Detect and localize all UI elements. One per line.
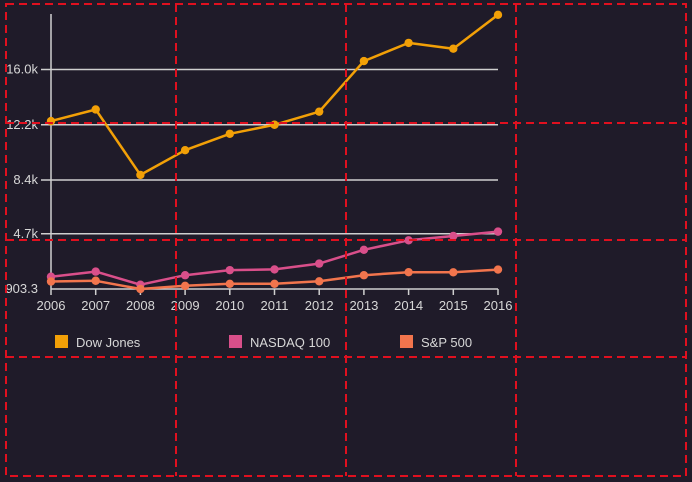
series-line-1 <box>50 230 499 286</box>
data-point[interactable] <box>180 145 190 155</box>
data-point[interactable] <box>91 276 100 285</box>
x-tick-label: 2007 <box>81 298 110 313</box>
data-point[interactable] <box>449 268 458 277</box>
legend-label[interactable]: S&P 500 <box>421 335 472 350</box>
data-point[interactable] <box>136 284 145 294</box>
legend-label[interactable]: Dow Jones <box>76 335 141 350</box>
data-point[interactable] <box>493 265 503 274</box>
data-point[interactable] <box>359 245 369 254</box>
legend-label[interactable]: NASDAQ 100 <box>250 335 330 350</box>
data-point[interactable] <box>404 267 413 277</box>
data-point[interactable] <box>225 279 234 289</box>
legend-swatch[interactable] <box>229 335 242 348</box>
data-point[interactable] <box>91 267 100 276</box>
data-point[interactable] <box>315 259 324 268</box>
data-point[interactable] <box>315 277 324 286</box>
data-point[interactable] <box>315 107 324 116</box>
data-point[interactable] <box>46 277 56 286</box>
y-tick-label: 12.2k <box>6 117 38 132</box>
y-tick-label: 8.4k <box>13 172 38 187</box>
data-point[interactable] <box>180 271 190 280</box>
data-point[interactable] <box>46 116 56 126</box>
data-point[interactable] <box>404 38 413 48</box>
x-tick-label: 2016 <box>484 298 513 313</box>
data-point[interactable] <box>449 44 458 53</box>
data-point[interactable] <box>270 279 279 289</box>
x-tick-label: 2008 <box>126 298 155 313</box>
x-tick-label: 2006 <box>37 298 66 313</box>
x-tick-label: 2012 <box>305 298 334 313</box>
x-tick-label: 2011 <box>261 298 289 313</box>
data-point[interactable] <box>91 105 100 114</box>
legend-swatch[interactable] <box>400 335 413 348</box>
data-point[interactable] <box>225 265 234 275</box>
x-tick-label: 2010 <box>215 298 244 313</box>
y-tick-label: 4.7k <box>13 226 38 241</box>
x-tick-label: 2009 <box>171 298 200 313</box>
data-point[interactable] <box>225 129 234 138</box>
x-tick-label: 2014 <box>394 298 423 313</box>
data-point[interactable] <box>493 227 503 236</box>
series-line-0 <box>50 13 499 177</box>
x-tick-label: 2013 <box>349 298 378 313</box>
data-point[interactable] <box>404 236 413 245</box>
y-tick-label: 903.3 <box>5 281 38 296</box>
legend-swatch[interactable] <box>55 335 68 348</box>
data-point[interactable] <box>359 56 369 66</box>
data-point[interactable] <box>180 281 190 291</box>
data-point[interactable] <box>270 120 279 129</box>
data-point[interactable] <box>449 231 458 241</box>
data-point[interactable] <box>359 271 369 280</box>
data-point[interactable] <box>493 10 503 20</box>
y-tick-label: 16.0k <box>6 62 38 77</box>
data-point[interactable] <box>136 170 145 180</box>
x-tick-label: 2015 <box>439 298 468 313</box>
data-point[interactable] <box>270 265 279 274</box>
